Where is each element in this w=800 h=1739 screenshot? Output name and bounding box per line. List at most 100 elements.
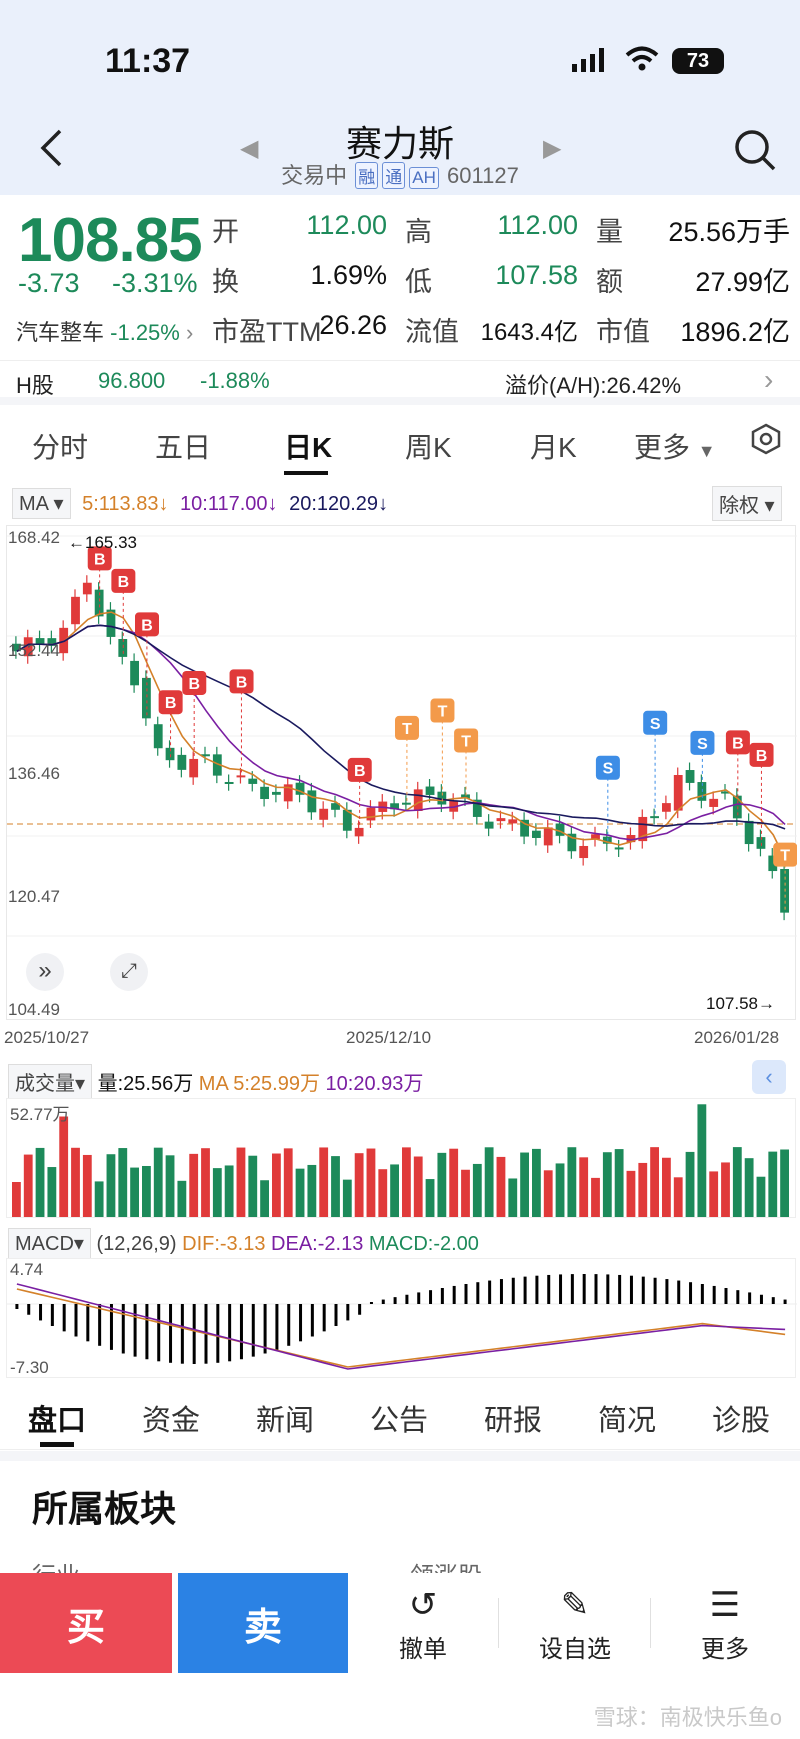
- macd-bar: [736, 1290, 740, 1304]
- tab-order-book[interactable]: 盘口: [28, 1405, 87, 1437]
- candle-body: [437, 791, 447, 805]
- price-change-pct: -3.31%: [112, 268, 198, 298]
- signal-badge: [773, 842, 798, 867]
- volume-bar: [614, 1149, 624, 1217]
- tab-news[interactable]: 新闻: [256, 1405, 315, 1437]
- volume-bar: [94, 1181, 104, 1217]
- hshare-row[interactable]: [0, 360, 800, 405]
- signal-badge: [430, 698, 455, 723]
- macd-bar: [476, 1282, 480, 1304]
- candle-body: [201, 754, 210, 757]
- tab-weekly-k[interactable]: 周K: [405, 432, 452, 463]
- fullscreen-icon[interactable]: ⤢: [110, 953, 148, 991]
- settings-hexagon-icon[interactable]: [750, 423, 782, 462]
- tab-research[interactable]: 研报: [484, 1405, 543, 1437]
- tab-more[interactable]: 更多 ▼: [634, 426, 716, 466]
- candle-body: [508, 819, 518, 824]
- low-marker: 107.58→: [706, 994, 775, 1013]
- back-icon[interactable]: [38, 128, 64, 178]
- macd-svg: [7, 1274, 797, 1370]
- macd-params: (12,26,9): [96, 1233, 177, 1255]
- macd-bar: [653, 1277, 657, 1304]
- sector-link[interactable]: 汽车整车 -1.25% ›: [16, 315, 193, 347]
- search-icon[interactable]: [733, 128, 777, 177]
- signal-label: B: [732, 735, 744, 752]
- volume-svg: [12, 1104, 789, 1217]
- macd-bar: [310, 1304, 314, 1337]
- clock: 11:37: [105, 42, 191, 80]
- tab-announcements[interactable]: 公告: [370, 1405, 429, 1437]
- dea-line: [16, 1283, 786, 1370]
- candle-body: [342, 809, 352, 831]
- signal-label: B: [188, 676, 200, 693]
- candle-body: [106, 609, 116, 637]
- tab-intraday[interactable]: 分时: [32, 432, 89, 463]
- prev-stock-icon[interactable]: ◀: [240, 135, 259, 162]
- volume-bar: [390, 1164, 399, 1217]
- macd-bar: [239, 1304, 243, 1360]
- volume-bar: [130, 1167, 139, 1217]
- chevron-right-icon[interactable]: ›: [764, 364, 774, 395]
- buy-button[interactable]: 买: [0, 1573, 172, 1673]
- candle-body: [472, 799, 482, 817]
- signal-badge: [135, 612, 159, 637]
- macd-selector[interactable]: MACD▾: [8, 1228, 91, 1259]
- y-label-2: 152.44: [8, 641, 60, 660]
- float-cap-label: 流值: [405, 317, 459, 347]
- volume-selector[interactable]: 成交量▾: [8, 1064, 93, 1099]
- signal-badge: [595, 755, 620, 780]
- signal-icon: [572, 48, 606, 77]
- more-button[interactable]: ☰ 更多: [670, 1585, 780, 1664]
- next-stock-icon[interactable]: ▶: [543, 135, 562, 162]
- add-watchlist-button[interactable]: ✎ 设自选: [520, 1585, 630, 1664]
- macd-bar: [180, 1304, 184, 1364]
- volume-bar: [378, 1169, 388, 1217]
- volume-bar: [484, 1147, 494, 1217]
- macd-bar: [700, 1284, 704, 1304]
- volume-bar: [82, 1154, 92, 1217]
- volume-bar: [673, 1177, 683, 1217]
- sector-pct: -1.25%: [110, 320, 180, 345]
- volume-label: 量: [596, 217, 623, 247]
- candle-body: [212, 754, 222, 776]
- y-label-3: 136.46: [8, 764, 60, 783]
- macd-bar: [346, 1304, 350, 1321]
- tab-capital[interactable]: 资金: [142, 1405, 201, 1437]
- candle-body: [82, 582, 92, 595]
- menu-icon: ☰: [709, 1586, 741, 1624]
- macd-legend: MACD▾ (12,26,9) DIF:-3.13 DEA:-2.13 MACD…: [8, 1228, 479, 1259]
- candle-body: [579, 845, 589, 859]
- macd-bar: [535, 1275, 539, 1304]
- tab-profile[interactable]: 简况: [598, 1405, 657, 1437]
- pe-value: 26.26: [319, 310, 387, 340]
- tab-diagnosis[interactable]: 诊股: [712, 1405, 771, 1437]
- collapse-panel-icon[interactable]: ‹: [752, 1060, 786, 1094]
- trading-status: 交易中: [281, 163, 348, 188]
- volume-bar: [366, 1148, 376, 1217]
- macd-bar: [275, 1304, 279, 1350]
- y-label-bottom: 104.49: [8, 1000, 60, 1019]
- signal-badge: [229, 669, 254, 694]
- ma-selector[interactable]: MA ▾: [12, 488, 71, 519]
- more-label: 更多: [701, 1636, 749, 1663]
- amount-label: 额: [596, 267, 623, 297]
- expand-left-icon[interactable]: »: [26, 953, 64, 991]
- sell-button[interactable]: 卖: [178, 1573, 348, 1673]
- candle-body: [283, 784, 293, 802]
- tab-more-label: 更多: [634, 432, 691, 463]
- signal-badge: [749, 742, 774, 767]
- tab-daily-k[interactable]: 日K: [284, 432, 333, 463]
- candle-body: [673, 774, 683, 811]
- macd-bar: [322, 1304, 326, 1332]
- macd-bar: [748, 1292, 752, 1304]
- macd-bar: [523, 1276, 527, 1304]
- tab-monthly-k[interactable]: 月K: [530, 432, 577, 463]
- cancel-order-button[interactable]: ↺ 撤单: [368, 1585, 478, 1664]
- y-label-top: 168.42: [8, 528, 60, 547]
- divider: [650, 1598, 651, 1648]
- volume-bar: [342, 1179, 352, 1217]
- tab-five-day[interactable]: 五日: [155, 432, 212, 463]
- adjust-selector[interactable]: 除权 ▾: [712, 486, 782, 521]
- macd-bar: [783, 1299, 787, 1304]
